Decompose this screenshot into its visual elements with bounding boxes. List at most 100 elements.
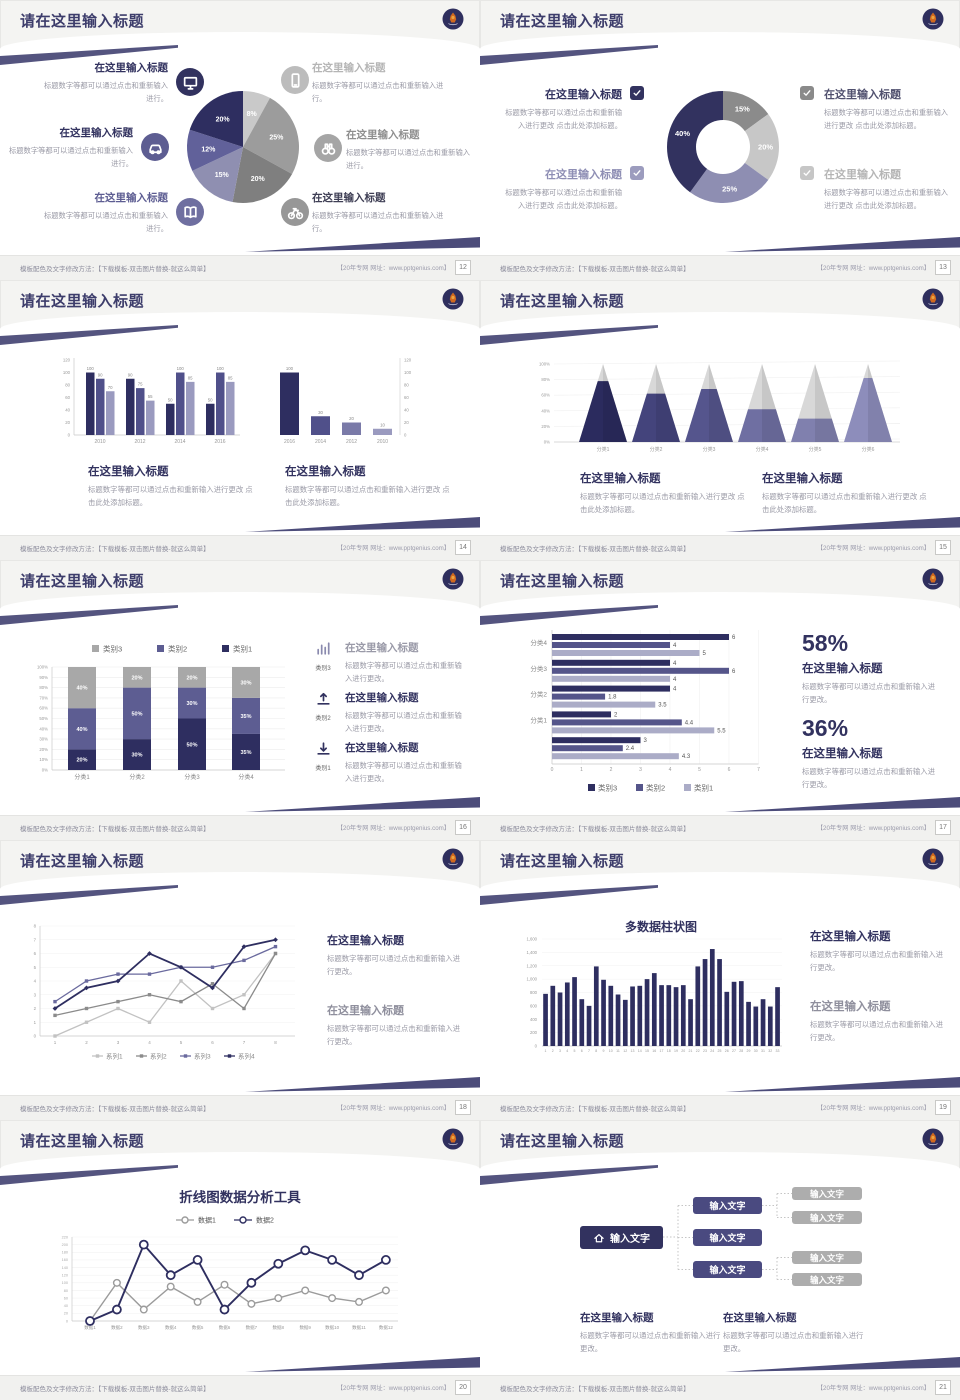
slide-thumbnail-13[interactable]: 请在这里输入标题 15% 20% 25% 40% 模板配色及文字修改方法：【下载模板-双击… <box>480 0 960 280</box>
tree-leaf-node-3[interactable]: 输入文字 <box>792 1251 862 1264</box>
chart-canvas: 0 1 2 3 4 5 6 7 8 1 2 3 4 5 6 7 8 系列1 系列2 系列3 系列4 <box>34 924 295 1060</box>
chart-canvas: 0% 20% 40% 60% 80% 100% 分类1 分类2 分类3 分类4 分类5 分类6 <box>539 360 901 453</box>
node-label: 输入文字 <box>809 1188 844 1199</box>
block-heading: 在这里输入标题 <box>802 748 883 760</box>
slide-thumbnail-16[interactable]: 请在这里输入标题 类别3 类别2 类别1 0% 10% 20% 30% 40% 50% 60% 70%… <box>0 560 480 840</box>
phone-badge <box>281 66 309 94</box>
x-tick: 4 <box>148 1040 151 1045</box>
legend-label: 类别2 <box>646 783 665 793</box>
tree-caption-2: 在这里输入标题 标题数字等都可以通过点击和重新输入进行更改。 <box>723 1310 868 1356</box>
slide-thumbnail-18[interactable]: 请在这里输入标题 0 1 2 3 4 5 6 7 8 1 2 3 4 5 6 7 8 系列1 系列2 系列3 系列4 模板配… <box>0 840 480 1120</box>
chart-caption-2: 在这里输入标题 标题数字等都可以通过点击和重新输入进行更改 点击此处添加标题。 <box>285 463 453 510</box>
donut-label: 25% <box>722 184 737 193</box>
y-tick: 0 <box>68 433 71 438</box>
block-heading: 在这里输入标题 <box>810 931 891 943</box>
x-tick: 17 <box>660 1049 664 1053</box>
side-block-1: 在这里输入标题 标题数字等都可以通过点击和重新输入进行更改。 <box>810 928 950 975</box>
book-icon <box>183 205 197 218</box>
check-item-2: 在这里输入标题 标题数字等都可以通过点击和重新输入进行更改 点击此处添加标题。 <box>500 166 622 213</box>
marker <box>116 972 120 976</box>
footer-left-text: 模板配色及文字修改方法：【下载模板-双击图片替换-就这么简单】 <box>500 266 690 273</box>
column-bar <box>557 992 563 1046</box>
y-tick: 120 <box>63 358 71 363</box>
slide-thumbnail-14[interactable]: 请在这里输入标题 0 20 40 60 80 100 120 100 90 50 50 90 75 100 1… <box>0 280 480 560</box>
stat-block-2: 在这里输入标题 标题数字等都可以通过点击和重新输入进行更改。 <box>802 745 940 792</box>
checkbox-3[interactable] <box>800 86 814 100</box>
x-tick: 1 <box>580 767 583 773</box>
x-tick: 3 <box>559 1049 561 1053</box>
tree-mid-node-2[interactable]: 输入文字 <box>693 1229 762 1246</box>
bar-value: 1.8 <box>608 695 617 701</box>
category-label: 分类1 <box>530 715 547 724</box>
line-series <box>54 953 277 1017</box>
block-body: 标题数字等都可以通过点击和重新输入进行更改 点击此处添加标题。 <box>824 188 949 210</box>
h-bar <box>552 719 682 726</box>
x-tick: 19 <box>674 1049 678 1053</box>
bar-value: 90 <box>128 372 133 377</box>
emblem-arc <box>928 1143 938 1146</box>
y-tick: 50% <box>39 716 48 721</box>
block-heading: 在这里输入标题 <box>824 169 901 181</box>
y-tick: 1,400 <box>527 950 538 955</box>
slide-thumbnail-20[interactable]: 请在这里输入标题 折线图数据分析工具 数据1 数据2 0 20 40 60 80 100 120 14… <box>0 1120 480 1400</box>
marker <box>301 1286 310 1295</box>
x-tick: 分类5 <box>809 446 822 453</box>
icon-label: 类别2 <box>315 716 331 722</box>
x-tick: 12 <box>623 1049 627 1053</box>
grouped-bar <box>216 372 225 435</box>
marker <box>84 1020 89 1024</box>
bar-value: 4.4 <box>685 720 694 726</box>
checkbox-1[interactable] <box>630 86 644 100</box>
marker <box>274 1294 283 1303</box>
emblem-dot <box>931 855 935 860</box>
block-heading: 在这里输入标题 <box>346 129 420 141</box>
y-tick: 7 <box>34 937 37 942</box>
y-tick: 0% <box>544 440 550 445</box>
cone-shade <box>603 364 627 442</box>
x-tick: 2014 <box>315 439 326 445</box>
slide-thumbnail-17[interactable]: 请在这里输入标题 0 1 2 3 4 5 6 7 6 4 5 分类4 4 6 4 分类3 4 1.8 3.5 分类2 2 4… <box>480 560 960 840</box>
tree-mid-node-1[interactable]: 输入文字 <box>693 1197 762 1214</box>
checkbox-2[interactable] <box>630 166 644 180</box>
block-body: 标题数字等都可以通过点击和重新输入进行更改。 <box>802 682 936 704</box>
block-heading: 在这里输入标题 <box>723 1312 797 1324</box>
node-label: 输入文字 <box>809 1252 844 1263</box>
block-body: 标题数字等都可以通过点击和重新输入进行更改。 <box>345 711 462 733</box>
x-tick: 2010 <box>377 439 388 445</box>
slide-thumbnail-15[interactable]: 请在这里输入标题 0% 20% 40% 60% 80% 100% 分类1 分类2 分类3 分类4 分类… <box>480 280 960 560</box>
chart-canvas: 类别3 类别2 类别1 0% 10% 20% 30% 40% 50% 60% 70% 80% 90% 10… <box>37 644 285 781</box>
block-body: 标题数字等都可以通过点击和重新输入进行更改。 <box>580 1331 721 1353</box>
slide-thumbnail-19[interactable]: 请在这里输入标题 多数据柱状图 0 200 400 600 800 1,000 1,200 1,4… <box>480 840 960 1120</box>
checkbox-4[interactable] <box>800 166 814 180</box>
tree-mid-node-3[interactable]: 输入文字 <box>693 1261 762 1278</box>
marker <box>247 1299 256 1308</box>
x-tick: 分类2 <box>129 773 145 781</box>
cone-fill <box>579 381 627 442</box>
tree-leaf-node-2[interactable]: 输入文字 <box>792 1211 862 1224</box>
y-tick: 180 <box>62 1251 68 1255</box>
x-tick: 26 <box>725 1049 729 1053</box>
marker <box>116 999 120 1004</box>
marker <box>273 1258 284 1269</box>
slide-thumbnail-21[interactable]: 请在这里输入标题 模板配色及文字修改方法：【下载模板-双击图片替换-就这么简单】 【… <box>480 1120 960 1400</box>
bar-value: 5.5 <box>717 728 726 734</box>
x-tick: 20 <box>681 1049 685 1053</box>
tree-root-node[interactable]: 输入文字 <box>580 1226 663 1249</box>
block-heading: 在这里输入标题 <box>345 642 419 654</box>
y-tick: 40 <box>64 1304 68 1308</box>
tree-leaf-node-4[interactable]: 输入文字 <box>792 1273 862 1286</box>
x-tick: 数据12 <box>379 1324 394 1331</box>
slide-footer: 模板配色及文字修改方法：【下载模板-双击图片替换-就这么简单】 【20年专网 网址… <box>0 535 480 560</box>
grouped-bar <box>186 381 195 435</box>
x-tick: 9 <box>603 1049 605 1053</box>
block-heading: 在这里输入标题 <box>327 935 404 947</box>
slide-thumbnail-12[interactable]: 请在这里输入标题 8% 25% 20% 15% 12% 20% 模板配色及文字修改方法：【下载… <box>0 0 480 280</box>
x-tick: 数据10 <box>325 1324 340 1331</box>
bar-value: 100 <box>217 366 225 371</box>
tree-leaf-node-1[interactable]: 输入文字 <box>792 1187 862 1200</box>
block-heading: 在这里输入标题 <box>345 692 419 704</box>
y-tick-right: 20 <box>404 420 409 425</box>
x-tick: 14 <box>638 1049 642 1053</box>
block-body: 标题数字等都可以通过点击和重新输入进行更改。 <box>327 954 461 976</box>
